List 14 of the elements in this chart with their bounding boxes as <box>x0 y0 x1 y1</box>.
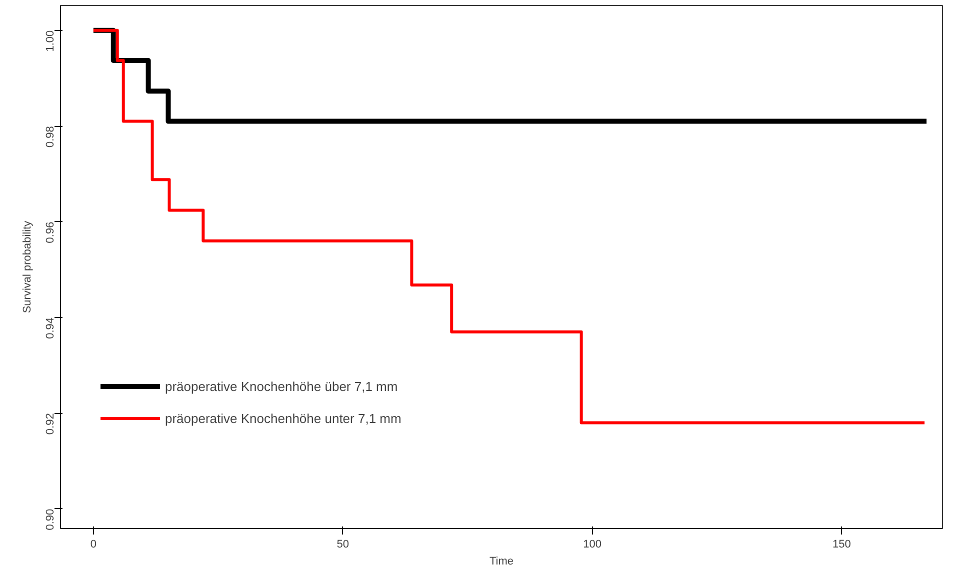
y-tick-label: 0.98 <box>44 126 56 148</box>
y-tick-label: 0.92 <box>44 413 56 435</box>
legend-label: präoperative Knochenhöhe über 7,1 mm <box>165 378 398 394</box>
x-tick-label: 150 <box>832 538 851 550</box>
y-tick-label: 1.00 <box>44 30 56 52</box>
x-tick-label: 0 <box>90 538 96 550</box>
y-tick-label: 0.94 <box>44 317 56 339</box>
legend-label: präoperative Knochenhöhe unter 7,1 mm <box>165 410 402 426</box>
x-axis-title: Time <box>489 556 514 568</box>
y-tick-label: 0.96 <box>44 222 56 244</box>
x-tick-label: 100 <box>583 538 602 550</box>
y-axis-title: Survival probability <box>22 220 34 314</box>
x-tick-label: 50 <box>336 538 349 550</box>
y-tick-label: 0.90 <box>44 508 56 530</box>
